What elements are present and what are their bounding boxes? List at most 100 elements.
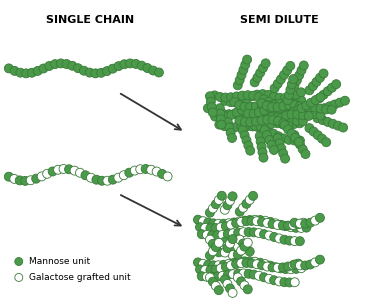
Circle shape [262, 121, 271, 130]
Circle shape [226, 128, 235, 137]
Circle shape [273, 220, 282, 229]
Circle shape [296, 237, 304, 246]
Circle shape [297, 264, 306, 273]
Circle shape [339, 123, 348, 132]
Circle shape [240, 131, 249, 140]
Circle shape [211, 244, 220, 253]
Circle shape [294, 138, 303, 146]
Circle shape [75, 168, 84, 177]
Circle shape [283, 66, 292, 75]
Circle shape [289, 75, 298, 84]
Circle shape [238, 91, 247, 100]
Circle shape [256, 258, 265, 267]
Circle shape [311, 95, 320, 104]
Circle shape [284, 221, 293, 230]
Circle shape [218, 230, 227, 239]
Circle shape [257, 116, 266, 125]
Circle shape [221, 222, 230, 231]
Circle shape [213, 231, 222, 240]
Circle shape [270, 276, 279, 285]
Circle shape [259, 124, 268, 133]
Circle shape [242, 199, 251, 208]
Circle shape [219, 110, 228, 119]
Circle shape [205, 92, 215, 101]
Circle shape [271, 219, 280, 228]
Circle shape [268, 115, 277, 124]
Circle shape [214, 261, 223, 270]
Circle shape [225, 284, 234, 293]
Circle shape [215, 248, 223, 257]
Circle shape [253, 90, 262, 99]
Circle shape [311, 258, 320, 267]
Circle shape [253, 103, 262, 111]
Circle shape [211, 200, 220, 209]
Circle shape [268, 102, 277, 111]
Circle shape [227, 220, 236, 229]
Circle shape [15, 274, 23, 282]
Circle shape [285, 278, 294, 287]
Circle shape [103, 176, 112, 185]
Circle shape [263, 219, 272, 227]
Circle shape [205, 235, 215, 244]
Circle shape [242, 243, 251, 252]
Circle shape [296, 136, 304, 145]
Circle shape [263, 115, 272, 124]
Circle shape [301, 150, 310, 158]
Circle shape [230, 109, 239, 118]
Circle shape [245, 103, 254, 112]
Circle shape [298, 117, 307, 126]
Circle shape [262, 101, 271, 110]
Circle shape [85, 68, 94, 77]
Circle shape [258, 90, 267, 99]
Circle shape [312, 77, 321, 86]
Circle shape [228, 270, 238, 279]
Circle shape [286, 92, 295, 101]
Circle shape [5, 172, 13, 181]
Circle shape [237, 97, 246, 106]
Circle shape [285, 91, 293, 99]
Circle shape [202, 231, 211, 239]
Circle shape [62, 60, 71, 68]
Circle shape [280, 121, 289, 130]
Circle shape [270, 146, 278, 154]
Circle shape [235, 257, 244, 266]
Circle shape [270, 99, 279, 108]
Circle shape [290, 130, 299, 140]
Circle shape [305, 124, 314, 133]
Circle shape [242, 136, 251, 145]
Circle shape [43, 169, 52, 178]
Circle shape [219, 260, 228, 269]
Circle shape [273, 103, 282, 112]
Circle shape [287, 110, 296, 119]
Circle shape [254, 271, 264, 280]
Circle shape [295, 71, 303, 80]
Circle shape [210, 91, 219, 100]
Circle shape [294, 259, 303, 268]
Circle shape [276, 99, 285, 108]
Circle shape [284, 135, 293, 144]
Circle shape [28, 68, 37, 77]
Circle shape [226, 98, 235, 107]
Circle shape [256, 137, 265, 146]
Circle shape [265, 231, 274, 240]
Circle shape [215, 120, 224, 129]
Circle shape [328, 83, 336, 92]
Circle shape [244, 109, 253, 118]
Circle shape [227, 261, 235, 270]
Circle shape [340, 96, 349, 105]
Circle shape [262, 130, 271, 140]
Circle shape [242, 217, 251, 226]
Circle shape [302, 101, 311, 110]
Circle shape [255, 132, 264, 141]
Circle shape [92, 175, 101, 184]
Circle shape [208, 231, 216, 240]
Circle shape [290, 119, 299, 129]
Circle shape [225, 196, 234, 205]
Circle shape [279, 119, 288, 128]
Circle shape [119, 171, 128, 180]
Circle shape [240, 216, 249, 225]
Circle shape [278, 263, 287, 272]
Circle shape [313, 131, 322, 140]
Circle shape [5, 64, 13, 73]
Circle shape [247, 216, 256, 225]
